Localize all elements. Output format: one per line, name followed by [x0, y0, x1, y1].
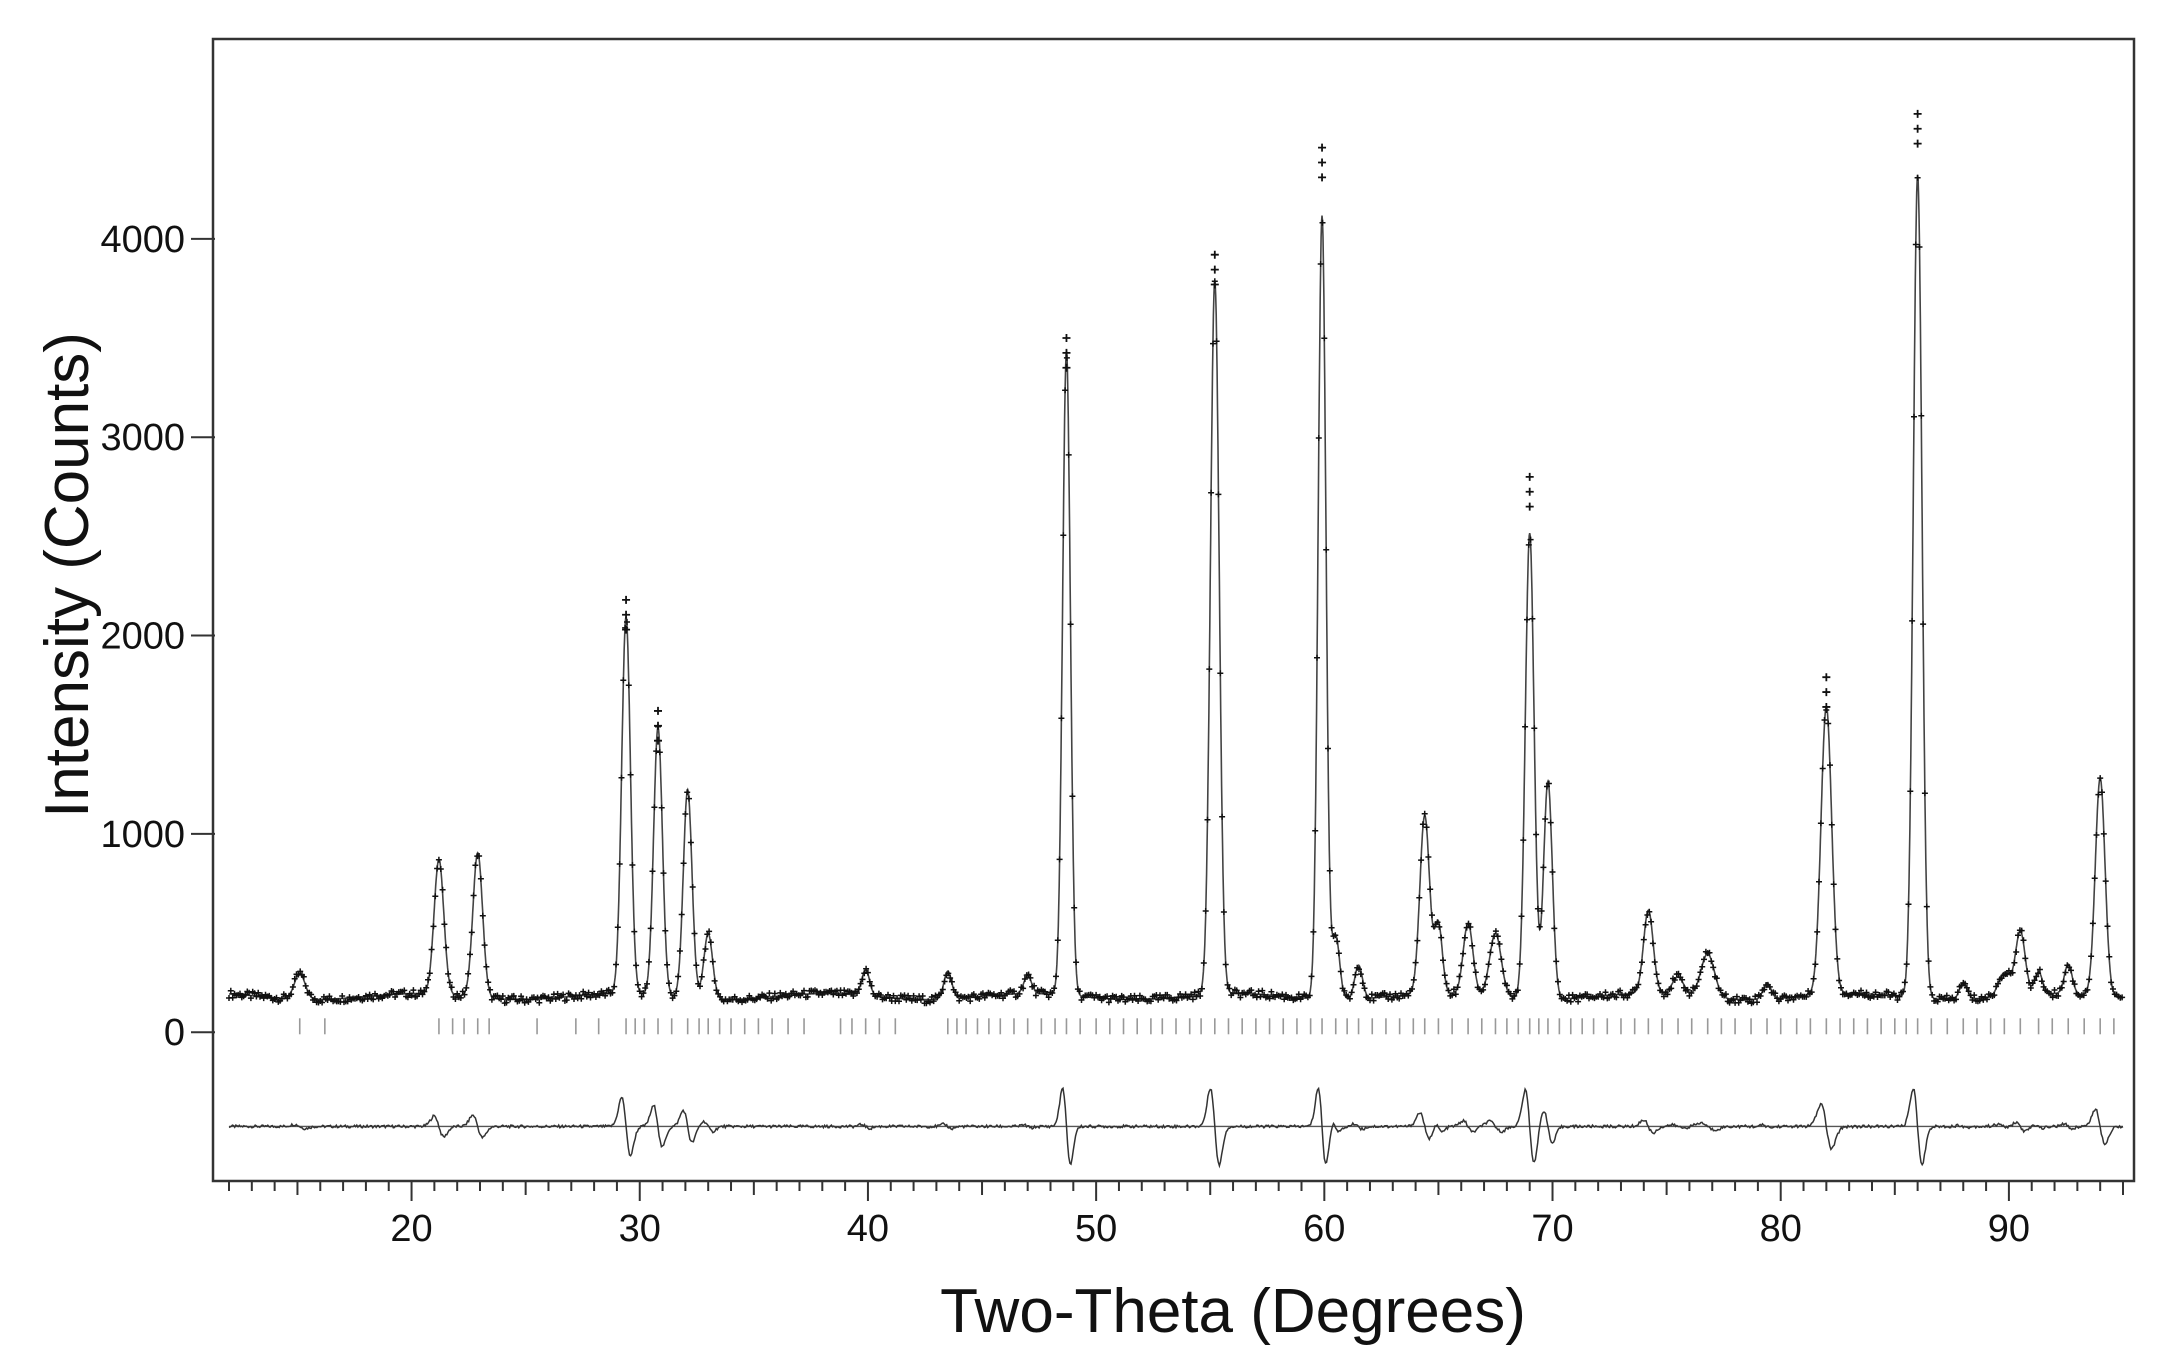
y-tick-label: 2000: [100, 616, 185, 658]
y-axis: 0 1000 2000 3000 4000: [100, 219, 215, 1054]
observed-peak-point: [654, 706, 663, 715]
calculated-profile-line: [229, 174, 2123, 1001]
x-tick-label: 90: [1988, 1208, 2030, 1250]
observed-peak-point: [1913, 109, 1922, 118]
observed-peak-point: [1525, 472, 1534, 481]
observed-peak-point: [1062, 334, 1071, 343]
x-tick-label: 50: [1075, 1208, 1117, 1250]
observed-peak-point: [622, 625, 631, 634]
plot-frame: [211, 37, 2136, 1183]
observed-peak-point: [622, 610, 631, 619]
observed-peak-point: [1062, 348, 1071, 357]
observed-peak-point: [1822, 673, 1831, 682]
observed-peak-point: [1210, 265, 1219, 274]
observed-peak-point: [1913, 139, 1922, 148]
observed-peak-point: [654, 736, 663, 745]
difference-curve-layer: [228, 1086, 2124, 1169]
x-tick-label: 30: [619, 1208, 661, 1250]
observed-peak-point: [1525, 502, 1534, 511]
x-axis-label: Two-Theta (Degrees): [940, 1277, 1526, 1346]
difference-curve: [228, 1086, 2124, 1169]
reflection-markers-layer: [298, 1018, 2115, 1035]
observed-peak-point: [1210, 280, 1219, 289]
observed-peak-point: [654, 721, 663, 730]
x-tick-label: 70: [1531, 1208, 1573, 1250]
observed-peak-point: [1318, 143, 1327, 152]
y-tick-label: 4000: [100, 219, 185, 261]
observed-points: [226, 174, 2126, 1007]
y-tick-label: 0: [164, 1012, 185, 1054]
calculated-profile-layer: [229, 174, 2123, 1001]
observed-peak-point: [1318, 158, 1327, 167]
observed-peak-point: [1062, 363, 1071, 372]
observed-peak-point: [1318, 173, 1327, 182]
observed-points-layer: [226, 109, 2126, 1007]
observed-peak-point: [1822, 688, 1831, 697]
observed-peak-point: [1525, 487, 1534, 496]
x-tick-label: 80: [1760, 1208, 1802, 1250]
observed-peak-point: [622, 595, 631, 604]
x-axis: 20 30 40 50 60 70 80 90: [228, 1181, 2124, 1250]
x-tick-label: 60: [1303, 1208, 1345, 1250]
y-tick-label: 1000: [100, 814, 185, 856]
y-axis-label: Intensity (Counts): [33, 332, 102, 818]
observed-peak-point: [1913, 124, 1922, 133]
observed-peak-point: [1210, 250, 1219, 259]
y-tick-label: 3000: [100, 417, 185, 459]
x-tick-label: 20: [390, 1208, 432, 1250]
x-tick-label: 40: [847, 1208, 889, 1250]
observed-peak-point: [1822, 702, 1831, 711]
